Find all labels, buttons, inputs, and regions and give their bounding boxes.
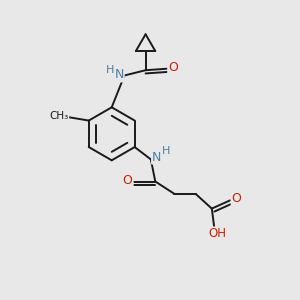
- Text: O: O: [232, 192, 242, 206]
- Text: O: O: [123, 173, 133, 187]
- Text: N: N: [114, 68, 124, 81]
- Text: N: N: [152, 151, 161, 164]
- Text: O: O: [168, 61, 178, 74]
- Text: H: H: [106, 64, 114, 75]
- Text: CH₃: CH₃: [49, 110, 68, 121]
- Text: H: H: [162, 146, 170, 156]
- Text: OH: OH: [208, 227, 226, 240]
